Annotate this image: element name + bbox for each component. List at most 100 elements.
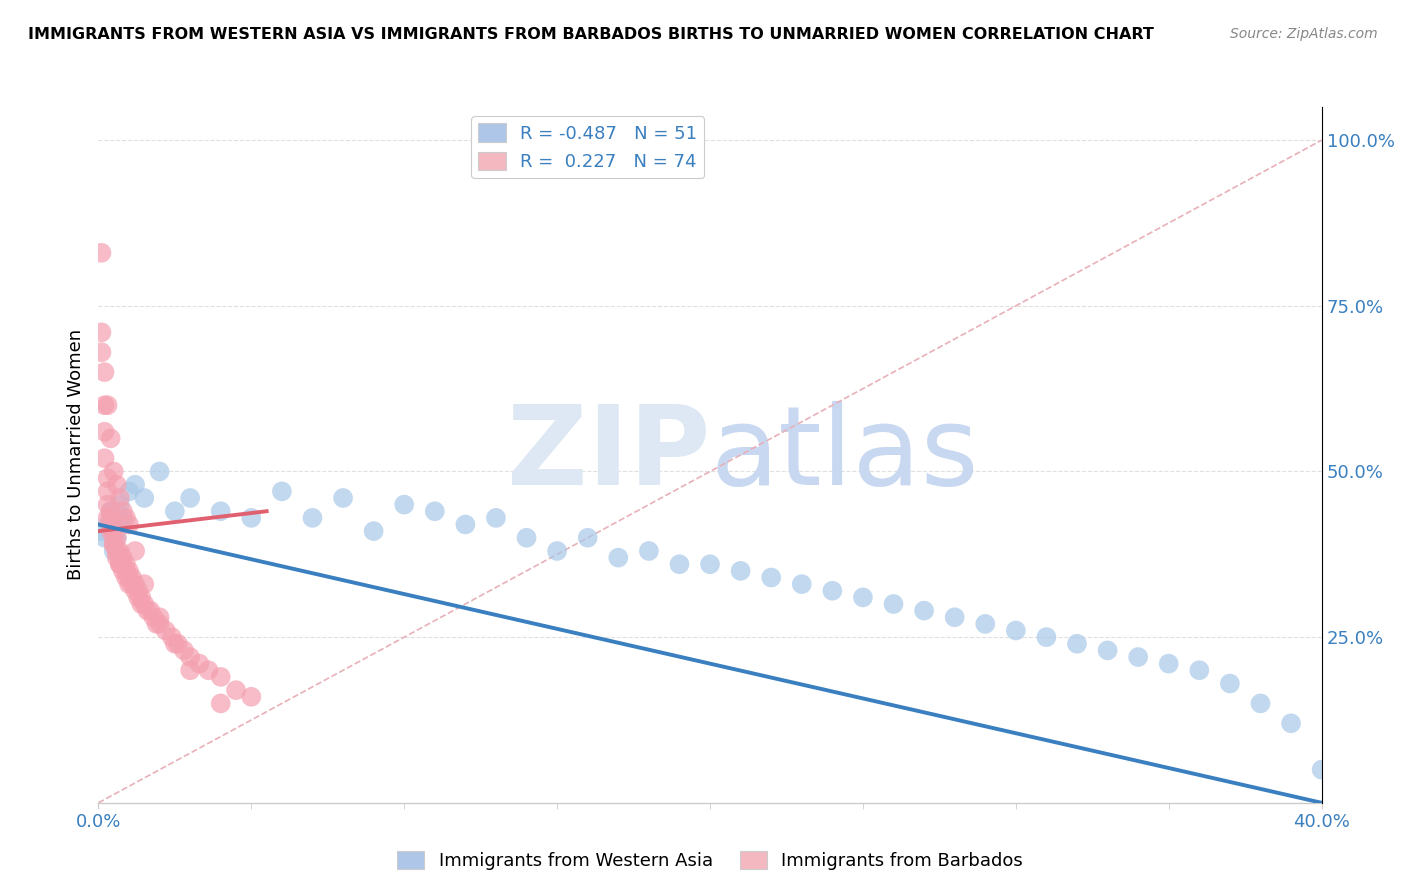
Point (134, 597, 156, 611)
Point (1035, 630, 1057, 644)
Point (100, 431, 122, 445)
Point (111, 564, 134, 578)
Point (115, 570, 138, 584)
Point (607, 550, 630, 565)
Point (118, 570, 141, 584)
Point (97, 398, 120, 412)
Point (124, 544, 146, 558)
Point (115, 511, 138, 525)
Point (821, 583, 844, 598)
Point (1188, 663, 1211, 677)
Point (145, 616, 167, 631)
Point (134, 577, 156, 591)
Point (108, 558, 131, 572)
Point (121, 570, 143, 584)
Point (97, 471, 120, 485)
Point (103, 524, 125, 538)
Point (103, 465, 125, 479)
Point (97, 511, 120, 525)
Point (100, 504, 122, 518)
Point (90, 326, 112, 340)
Point (1128, 650, 1150, 665)
Legend: Immigrants from Western Asia, Immigrants from Barbados: Immigrants from Western Asia, Immigrants… (389, 844, 1031, 877)
Point (127, 591, 149, 605)
Point (111, 504, 134, 518)
Point (240, 690, 263, 704)
Point (179, 663, 201, 677)
Point (111, 558, 134, 572)
Point (516, 531, 538, 545)
Point (118, 564, 141, 578)
Point (136, 604, 159, 618)
Point (668, 558, 690, 572)
Point (160, 630, 183, 644)
Point (1310, 763, 1333, 777)
Point (115, 564, 138, 578)
Point (121, 577, 143, 591)
Point (943, 610, 966, 624)
Point (240, 511, 263, 525)
Point (139, 604, 162, 618)
Point (118, 517, 141, 532)
Point (124, 583, 146, 598)
Text: ZIP: ZIP (506, 401, 710, 508)
Point (209, 670, 232, 684)
Point (127, 583, 149, 598)
Point (90, 245, 112, 260)
Point (103, 537, 125, 551)
Point (173, 643, 195, 657)
Point (392, 498, 416, 512)
Point (637, 544, 661, 558)
Point (270, 484, 292, 499)
Point (1097, 643, 1119, 657)
Text: atlas: atlas (710, 401, 979, 508)
Point (149, 610, 172, 624)
Point (105, 477, 128, 491)
Point (134, 491, 156, 505)
Point (149, 465, 172, 479)
Point (93, 365, 115, 379)
Point (105, 531, 128, 545)
Point (90, 345, 112, 359)
Point (100, 504, 122, 518)
Point (759, 570, 782, 584)
Point (197, 663, 219, 677)
Point (124, 577, 146, 591)
Point (730, 564, 752, 578)
Point (142, 610, 165, 624)
Point (129, 597, 152, 611)
Point (108, 491, 131, 505)
Point (1004, 624, 1026, 638)
Point (546, 544, 568, 558)
Point (90, 524, 112, 538)
Text: IMMIGRANTS FROM WESTERN ASIA VS IMMIGRANTS FROM BARBADOS BIRTHS TO UNMARRIED WOM: IMMIGRANTS FROM WESTERN ASIA VS IMMIGRAN… (28, 27, 1154, 42)
Point (179, 650, 201, 665)
Point (1157, 657, 1180, 671)
Point (1219, 676, 1241, 690)
Point (699, 558, 721, 572)
Point (105, 544, 128, 558)
Point (93, 425, 115, 439)
Point (1249, 697, 1271, 711)
Point (97, 498, 120, 512)
Point (105, 550, 128, 565)
Point (118, 484, 141, 499)
Point (108, 550, 131, 565)
Point (100, 517, 122, 532)
Point (883, 597, 905, 611)
Point (155, 624, 177, 638)
Point (103, 544, 125, 558)
Point (93, 398, 115, 412)
Point (209, 697, 232, 711)
Point (124, 477, 146, 491)
Point (105, 531, 128, 545)
Point (97, 484, 120, 499)
Point (149, 616, 172, 631)
Point (363, 524, 385, 538)
Y-axis label: Births to Unmarried Women: Births to Unmarried Women (66, 329, 84, 581)
Point (301, 511, 323, 525)
Point (111, 511, 134, 525)
Point (1279, 716, 1302, 731)
Point (105, 544, 128, 558)
Point (100, 524, 122, 538)
